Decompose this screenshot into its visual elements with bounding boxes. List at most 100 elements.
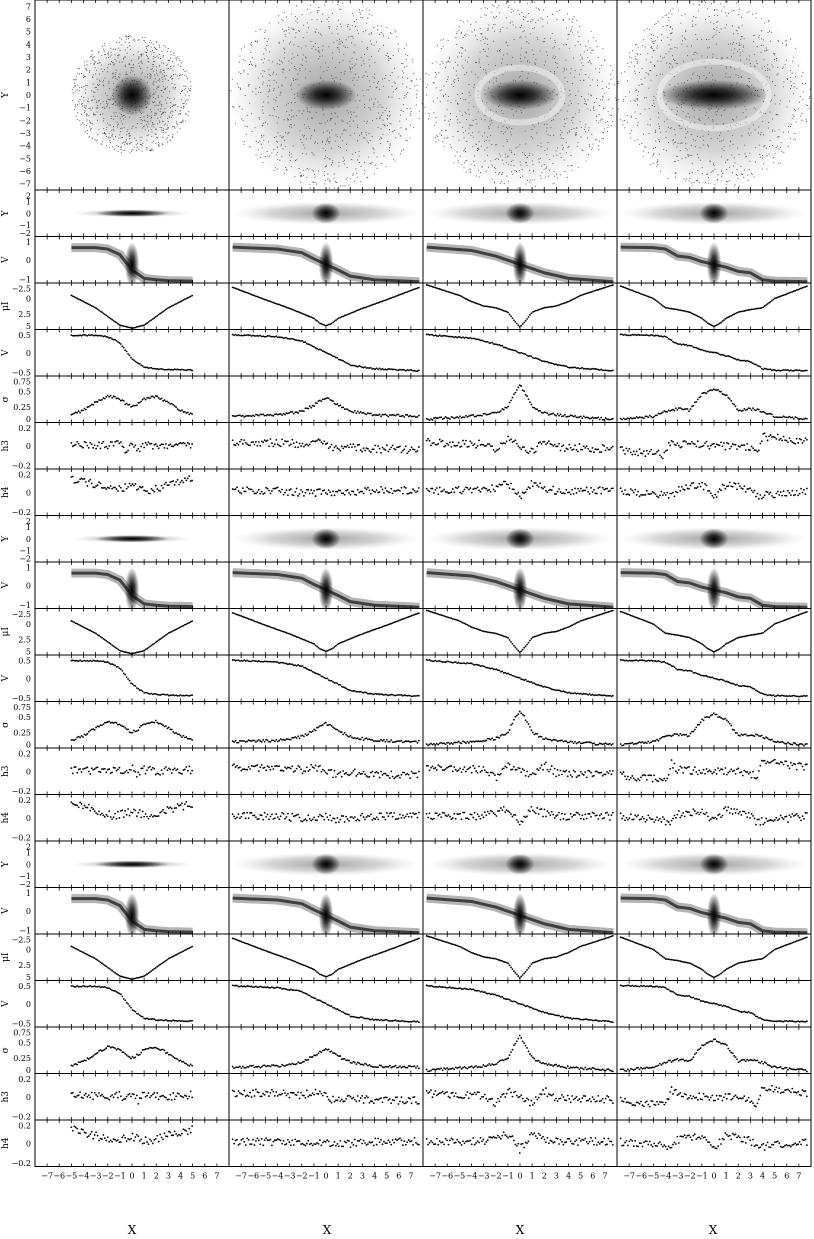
particle	[588, 129, 590, 131]
particle	[184, 94, 187, 96]
particle	[573, 16, 575, 18]
particle	[529, 152, 531, 154]
particle	[654, 147, 657, 149]
particle	[288, 114, 290, 116]
particle	[393, 129, 395, 132]
particle	[790, 87, 792, 89]
particle	[748, 168, 750, 170]
particle	[671, 55, 674, 57]
particle	[708, 130, 710, 132]
particle	[546, 153, 548, 156]
particle	[602, 95, 604, 97]
particle	[552, 119, 555, 121]
particle	[115, 60, 117, 62]
particle	[238, 106, 240, 108]
particle	[716, 114, 718, 116]
particle	[764, 145, 766, 147]
particle	[389, 115, 391, 117]
particle	[108, 124, 110, 126]
particle	[391, 33, 393, 35]
particle	[364, 170, 366, 172]
particle	[389, 143, 391, 145]
particle	[495, 111, 497, 113]
particle	[723, 150, 725, 152]
particle	[255, 93, 257, 95]
particle	[631, 57, 633, 59]
particle	[667, 126, 669, 128]
particle	[380, 31, 382, 34]
particle	[332, 78, 334, 80]
particle	[400, 127, 402, 129]
particle	[363, 53, 366, 55]
particle	[696, 154, 698, 156]
particle	[676, 118, 678, 120]
particle	[728, 12, 730, 14]
particle	[324, 171, 326, 173]
particle	[715, 43, 717, 45]
particle	[596, 79, 598, 81]
particle	[91, 107, 94, 109]
particle	[477, 111, 479, 113]
particle	[573, 57, 575, 59]
particle	[588, 144, 590, 146]
particle	[137, 51, 139, 53]
particle	[768, 145, 771, 147]
particle	[475, 35, 477, 37]
particle	[475, 175, 477, 177]
particle	[304, 68, 307, 70]
particle	[568, 47, 570, 49]
particle	[767, 69, 769, 71]
particle	[94, 61, 96, 63]
profile-point	[101, 311, 103, 314]
particle	[328, 46, 330, 48]
particle	[745, 122, 748, 124]
particle	[167, 59, 169, 61]
particle	[99, 73, 101, 75]
particle	[338, 48, 340, 50]
particle	[291, 62, 293, 64]
particle	[164, 108, 166, 110]
particle	[159, 80, 161, 82]
particle	[491, 178, 493, 180]
particle	[741, 36, 743, 38]
particle	[160, 69, 162, 71]
particle	[314, 129, 316, 131]
particle	[333, 177, 335, 179]
particle	[175, 59, 177, 61]
particle	[96, 119, 99, 121]
particle	[418, 117, 420, 120]
particle	[479, 27, 481, 29]
particle	[659, 55, 662, 57]
particle	[459, 110, 461, 112]
particle	[114, 54, 116, 56]
particle	[476, 150, 479, 152]
particle	[164, 99, 167, 101]
particle	[105, 102, 108, 104]
particle	[123, 114, 125, 116]
particle	[261, 134, 263, 136]
particle	[805, 104, 807, 106]
particle	[173, 126, 175, 128]
particle	[725, 161, 727, 163]
particle	[166, 124, 168, 126]
particle	[88, 107, 90, 110]
particle	[541, 172, 543, 174]
particle	[662, 16, 664, 18]
particle	[331, 32, 333, 34]
particle	[252, 64, 254, 66]
particle	[563, 118, 566, 120]
particle	[126, 130, 128, 133]
particle	[526, 41, 528, 43]
particle	[166, 102, 168, 104]
particle	[174, 57, 176, 59]
particle	[268, 69, 270, 71]
particle	[439, 63, 441, 65]
particle	[147, 130, 150, 132]
particle	[427, 118, 430, 120]
particle	[558, 48, 560, 50]
particle	[332, 162, 334, 164]
particle	[109, 140, 111, 142]
particle	[802, 98, 804, 100]
particle	[435, 87, 437, 89]
particle	[438, 72, 440, 74]
